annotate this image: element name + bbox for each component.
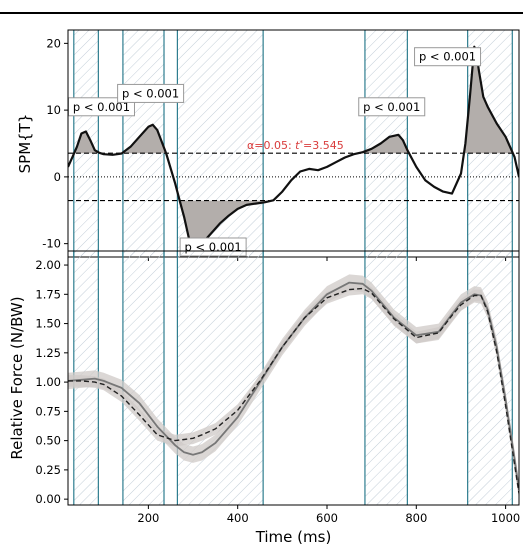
mean-curve-dashed [68, 287, 519, 494]
p-value-label: p < 0.001 [185, 240, 242, 254]
y-tick-label: 10 [46, 103, 61, 117]
cluster-hatch [177, 251, 264, 505]
y-tick-label: 1.75 [35, 287, 61, 301]
p-value-label: p < 0.001 [122, 86, 179, 100]
sd-band [68, 282, 519, 500]
force-panel: 0.00 0.25 0.50 0.75 1.00 1.25 1.50 1.75 2.00 200 4… [8, 250, 520, 545]
y-tick-label: 1.00 [35, 375, 61, 389]
y-tick-label: 1.25 [35, 346, 61, 360]
x-tick-label: 1000 [491, 511, 520, 525]
supra-threshold-area [68, 131, 108, 154]
y-tick-label: 2.00 [35, 258, 61, 272]
spm-curve [68, 45, 519, 251]
x-tick-label: 800 [405, 511, 427, 525]
threshold-tvar: t [295, 139, 300, 152]
supra-threshold-area [458, 46, 519, 154]
y-tick-label: 0.50 [35, 434, 61, 448]
threshold-label: α=0.05: t*=3.545 [247, 139, 344, 152]
plot-area [68, 251, 519, 505]
y-tick-label: 1.50 [35, 317, 61, 331]
threshold-suffix: =3.545 [303, 139, 344, 152]
x-tick-label: 200 [137, 511, 159, 525]
x-tick-label: 600 [316, 511, 338, 525]
x-axis-label: Time (ms) [255, 528, 332, 545]
cluster-hatch [122, 251, 165, 505]
supra-threshold-area [114, 124, 173, 154]
threshold-prefix: α=0.05: [247, 139, 295, 152]
p-value-box [414, 47, 482, 67]
supra-threshold-area [168, 200, 273, 249]
mean-curve-solid [68, 281, 519, 490]
p-value-label: p < 0.001 [363, 100, 420, 114]
p-value-box [117, 83, 185, 103]
y-tick-label: -10 [42, 237, 61, 251]
p-value-box [358, 97, 426, 117]
p-value-label: p < 0.001 [419, 50, 476, 64]
plot-area [68, 30, 519, 257]
y-axis-label: SPM{T} [16, 114, 34, 174]
y-tick-label: 0.75 [35, 404, 61, 418]
axes-frame [67, 250, 520, 506]
y-axis-label: Relative Force (N/BW) [8, 296, 26, 459]
axes-frame [67, 29, 520, 258]
y-tick-label: 0.00 [35, 492, 61, 506]
y-tick-label: 0.25 [35, 463, 61, 477]
y-tick-label: 0 [54, 170, 61, 184]
p-value-label: p < 0.001 [73, 100, 130, 114]
threshold-sup: * [300, 139, 304, 147]
y-tick-label: 20 [46, 36, 61, 50]
x-tick-label: 400 [227, 511, 249, 525]
